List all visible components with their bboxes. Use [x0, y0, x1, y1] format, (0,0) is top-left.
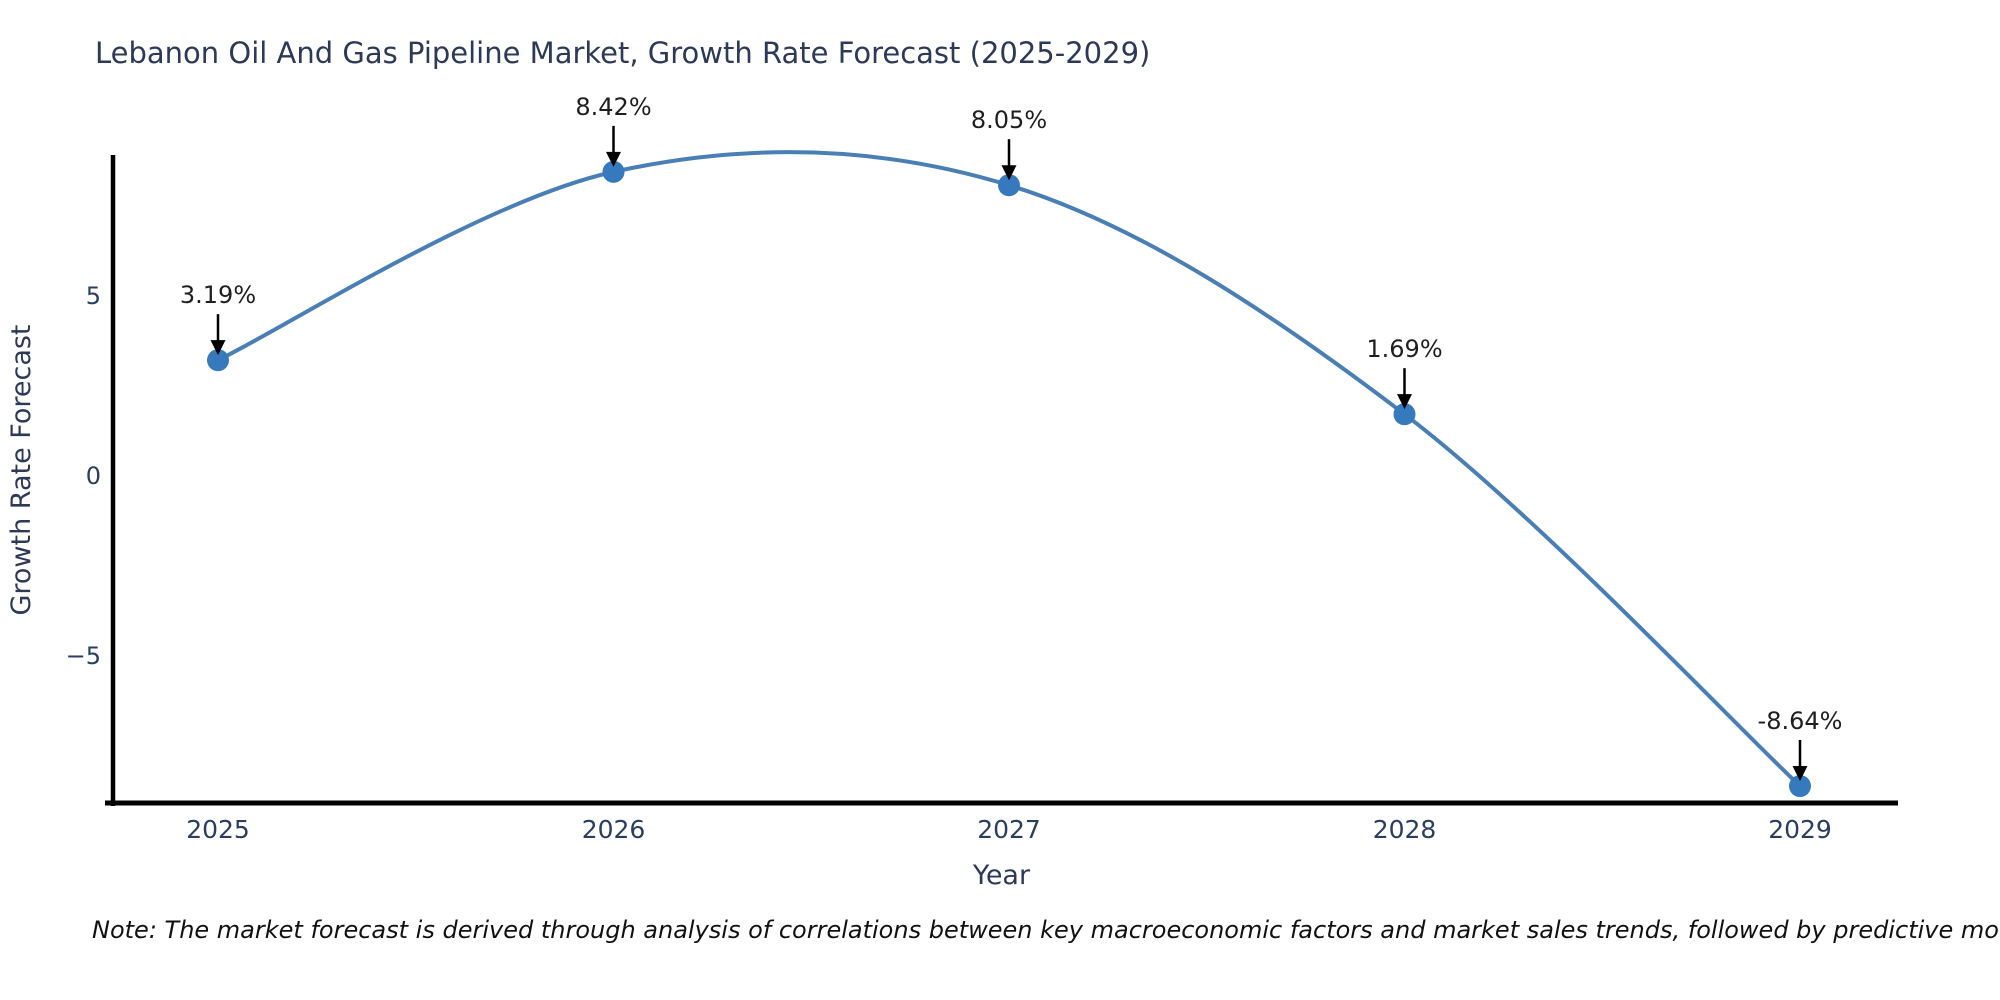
y-tick-label-5: 5 — [86, 282, 101, 310]
annotation-arrow-head-2026 — [606, 151, 621, 167]
data-point-2025 — [207, 349, 229, 372]
point-label-2026: 8.42% — [575, 93, 651, 121]
data-point-2029 — [1789, 775, 1811, 798]
forecast-line-layer — [216, 150, 1802, 789]
forecast-line — [216, 150, 1802, 789]
data-point-2028 — [1393, 403, 1416, 426]
x-tick-label-2028: 2028 — [1373, 815, 1437, 844]
x-tick-label-2025: 2025 — [186, 815, 250, 844]
point-label-2027: 8.05% — [971, 106, 1047, 134]
annotations-layer: 3.19% 8.42% 8.05% 1.69% -8.64% — [180, 93, 1843, 782]
annotation-arrow-head-2027 — [1001, 165, 1017, 181]
annotation-arrow-head-2028 — [1397, 394, 1412, 410]
x-tick-label-2026: 2026 — [582, 815, 646, 844]
annotation-arrow-head-2025 — [210, 340, 226, 356]
y-axis-title: Growth Rate Forecast — [6, 324, 37, 615]
point-label-2025: 3.19% — [180, 281, 256, 309]
y-tick-label-0: 0 — [86, 462, 101, 490]
x-tick-label-2027: 2027 — [977, 815, 1041, 844]
footnote: Note: The market forecast is derived thr… — [92, 916, 2000, 944]
y-tick-label--5: −5 — [66, 642, 101, 670]
chart-title: Lebanon Oil And Gas Pipeline Market, Gro… — [95, 36, 1151, 70]
data-point-2026 — [602, 160, 625, 183]
axis-ticks: 5 0 −5 2025 2026 2027 2028 2029 — [66, 282, 1832, 844]
x-axis-title: Year — [972, 860, 1031, 891]
annotation-arrow-head-2029 — [1792, 766, 1808, 782]
point-label-2028: 1.69% — [1366, 335, 1442, 363]
data-points-layer — [207, 160, 1811, 798]
point-label-2029: -8.64% — [1758, 707, 1843, 735]
x-tick-label-2029: 2029 — [1768, 815, 1832, 844]
data-point-2027 — [998, 174, 1020, 197]
